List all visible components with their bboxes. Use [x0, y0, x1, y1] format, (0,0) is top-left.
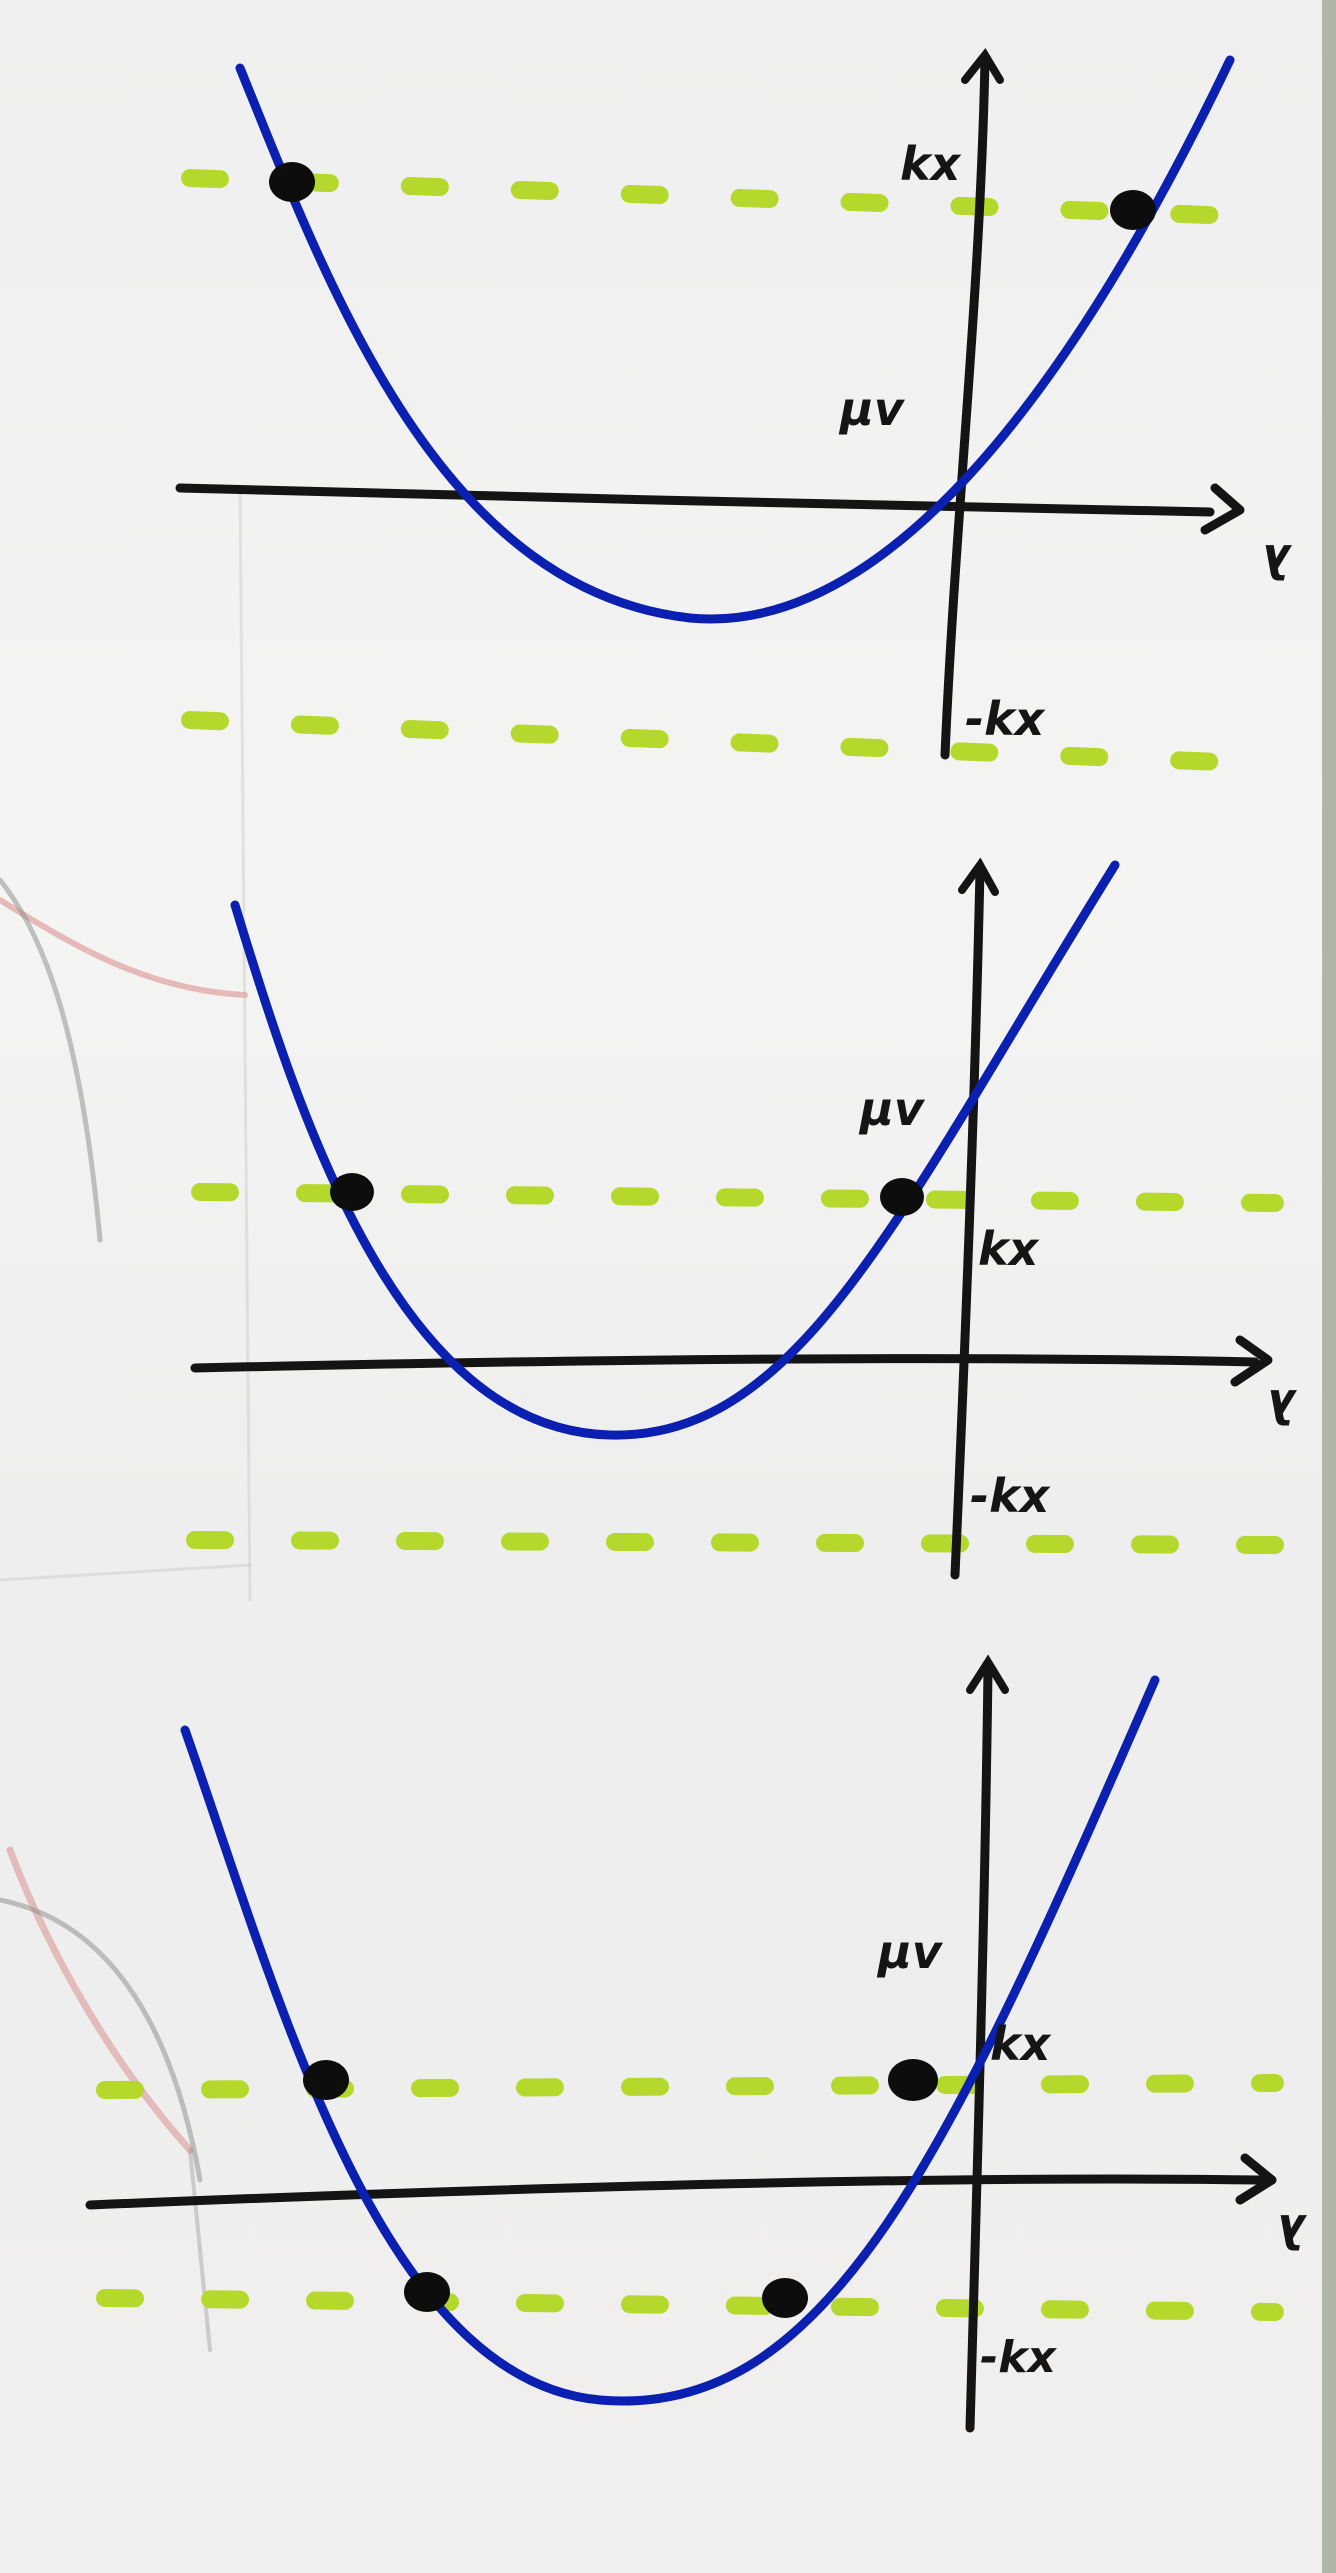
panel-bottom: μv kx -kx λ	[85, 1654, 1308, 2433]
horizontal-axis	[85, 2153, 1277, 2210]
vertical-axis	[965, 1654, 1009, 2433]
parabola	[180, 1675, 1160, 2406]
intersection-point	[880, 1178, 924, 1216]
horizontal-axis	[190, 1335, 1273, 1387]
label-mu-v: μv	[858, 1082, 926, 1136]
label-minus-kx: -kx	[965, 692, 1046, 746]
panel-middle: μv kx -kx λ	[186, 857, 1298, 1580]
intersection-points	[330, 1173, 924, 1216]
parabola	[235, 55, 1235, 624]
horizontal-axis	[175, 483, 1245, 535]
intersection-point	[762, 2278, 808, 2318]
intersection-point	[269, 162, 315, 202]
dashed-line-kx	[181, 169, 1219, 224]
label-mu-v: μv	[876, 1925, 944, 1979]
label-mu-v: μv	[838, 382, 906, 436]
intersection-point	[404, 2272, 450, 2312]
parabola	[230, 860, 1120, 1440]
label-minus-kx: -kx	[970, 1469, 1051, 1523]
label-minus-kx: -kx	[980, 2332, 1058, 2383]
label-lambda: λ	[1261, 534, 1293, 588]
dashed-line-minus-kx	[96, 2289, 1284, 2321]
intersection-points	[269, 162, 1156, 230]
intersection-point	[303, 2060, 349, 2100]
dashed-line-minus-kx	[181, 711, 1229, 771]
dashed-line-minus-kx	[186, 1531, 1284, 1554]
panel-top: kx μv -kx λ	[175, 48, 1293, 771]
paper-edge	[1322, 0, 1336, 2573]
vertical-axis	[940, 48, 1004, 760]
dashed-line-kx	[191, 1183, 1284, 1212]
intersection-point	[888, 2059, 938, 2101]
label-lambda: λ	[1266, 1379, 1298, 1433]
intersection-point	[1110, 190, 1156, 230]
label-kx: kx	[990, 2017, 1052, 2071]
label-kx: kx	[900, 137, 962, 191]
label-kx: kx	[978, 1222, 1040, 1276]
label-lambda: λ	[1276, 2204, 1308, 2258]
intersection-point	[330, 1173, 374, 1211]
dashed-line-kx	[96, 2074, 1284, 2099]
intersection-points	[303, 2059, 938, 2318]
pencil-marks	[0, 488, 252, 2352]
vertical-axis	[950, 857, 999, 1580]
